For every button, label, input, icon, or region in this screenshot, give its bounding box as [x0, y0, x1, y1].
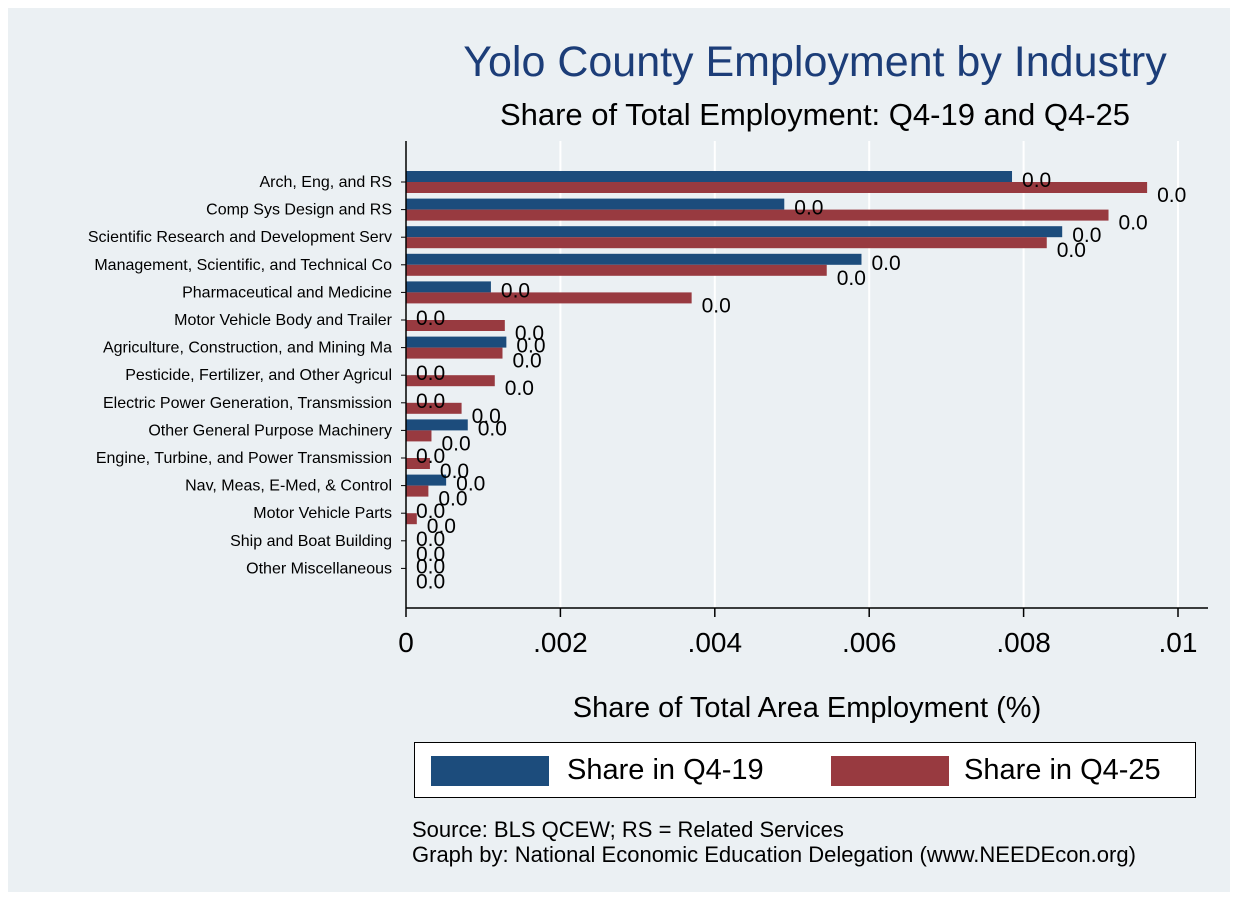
bar-q4-19 — [406, 281, 491, 293]
category-label: Pharmaceutical and Medicine — [182, 284, 392, 301]
value-label-q4-19: 0.0 — [478, 417, 507, 440]
category-label: Other Miscellaneous — [246, 560, 392, 577]
bar-q4-19 — [406, 419, 468, 431]
value-label-q4-25: 0.0 — [837, 267, 866, 290]
legend-swatch-q4-19 — [431, 756, 549, 786]
value-label-q4-25: 0.0 — [702, 294, 731, 317]
category-label: Management, Scientific, and Technical Co — [94, 257, 392, 274]
value-label-q4-19: 0.0 — [794, 197, 823, 220]
bar-q4-25 — [406, 320, 505, 331]
category-label: Scientific Research and Development Serv — [88, 229, 392, 246]
category-label: Comp Sys Design and RS — [206, 202, 392, 219]
value-label-q4-25: 0.0 — [416, 570, 445, 593]
category-label: Engine, Turbine, and Power Transmission — [96, 450, 392, 467]
bar-q4-25 — [406, 292, 692, 304]
bar-q4-25 — [406, 237, 1047, 249]
category-label: Motor Vehicle Parts — [253, 505, 392, 522]
bar-q4-25 — [406, 485, 429, 497]
bar-q4-19 — [406, 171, 1013, 182]
chart-title: Yolo County Employment by Industry — [463, 38, 1167, 86]
category-label: Motor Vehicle Body and Trailer — [174, 312, 393, 329]
value-label-q4-25: 0.0 — [1057, 239, 1086, 262]
bar-q4-19 — [406, 474, 447, 486]
x-tick-label: 0 — [398, 627, 414, 658]
bar-q4-25 — [406, 458, 430, 469]
value-label-q4-25: 0.0 — [427, 515, 456, 538]
x-tick-label: .004 — [688, 627, 743, 658]
bar-q4-19 — [406, 336, 507, 348]
bar-q4-25 — [406, 264, 827, 276]
category-label: Arch, Eng, and RS — [259, 174, 392, 191]
legend-swatch-q4-25 — [831, 756, 949, 786]
value-label-q4-25: 0.0 — [505, 377, 534, 400]
category-label: Ship and Boat Building — [230, 533, 392, 550]
x-tick-label: .002 — [533, 627, 588, 658]
legend: Share in Q4-19 Share in Q4-25 — [414, 742, 1196, 798]
legend-label-q4-25: Share in Q4-25 — [964, 754, 1161, 786]
value-label-q4-19: 0.0 — [416, 500, 445, 523]
bar-q4-25 — [406, 402, 462, 414]
category-label: Agriculture, Construction, and Mining Ma — [103, 340, 392, 357]
bar-q4-25 — [406, 513, 417, 525]
bar-q4-25 — [406, 375, 495, 387]
source-note: Source: BLS QCEW; RS = Related Services — [412, 817, 844, 842]
x-tick-label: .006 — [842, 627, 897, 658]
chart-subtitle: Share of Total Employment: Q4-19 and Q4-… — [499, 97, 1131, 132]
value-label-q4-19: 0.0 — [416, 362, 445, 385]
category-label: Electric Power Generation, Transmission — [103, 395, 392, 412]
value-label-q4-25: 0.0 — [416, 543, 445, 566]
legend-label-q4-19: Share in Q4-19 — [567, 754, 764, 786]
bar-q4-19 — [406, 198, 785, 210]
bar-q4-25 — [406, 209, 1109, 221]
axes: 0 .002 .004 .006 .008 .01 — [398, 141, 1208, 658]
credit-note: Graph by: National Economic Education De… — [412, 842, 1136, 867]
value-label-q4-25: 0.0 — [472, 405, 501, 428]
value-label-q4-19: 0.0 — [1022, 169, 1051, 192]
bar-q4-25 — [406, 430, 432, 442]
bar-q4-25 — [406, 182, 1148, 193]
value-label-q4-25: 0.0 — [1119, 212, 1148, 235]
value-label-q4-19: 0.0 — [501, 279, 530, 302]
value-label-q4-25: 0.0 — [440, 460, 469, 483]
bar-q4-25 — [406, 347, 503, 359]
value-label-q4-25: 0.0 — [441, 432, 470, 455]
category-label: Other General Purpose Machinery — [148, 422, 392, 439]
value-label-q4-19: 0.0 — [416, 307, 445, 330]
value-label-q4-19: 0.0 — [416, 390, 445, 413]
x-axis-label: Share of Total Area Employment (%) — [573, 692, 1042, 724]
value-labels: 0.00.00.00.00.00.00.00.00.00.00.00.00.00… — [416, 169, 1186, 593]
value-label-q4-25: 0.0 — [513, 350, 542, 373]
category-label: Pesticide, Fertilizer, and Other Agricul — [125, 367, 392, 384]
x-tick-label: .01 — [1159, 627, 1198, 658]
value-label-q4-19: 0.0 — [416, 445, 445, 468]
category-labels: Arch, Eng, and RS Comp Sys Design and RS S… — [88, 174, 393, 577]
bar-q4-19 — [406, 226, 1063, 238]
value-label-q4-19: 0.0 — [416, 528, 445, 551]
value-label-q4-25: 0.0 — [515, 322, 544, 345]
value-label-q4-19: 0.0 — [871, 252, 900, 275]
value-label-q4-19: 0.0 — [1072, 224, 1101, 247]
bars — [406, 171, 1148, 525]
value-label-q4-19: 0.0 — [516, 335, 545, 358]
bar-q4-19 — [406, 253, 862, 265]
value-label-q4-25: 0.0 — [438, 488, 467, 511]
value-label-q4-19: 0.0 — [416, 555, 445, 578]
value-label-q4-19: 0.0 — [456, 473, 485, 496]
x-tick-label: .008 — [996, 627, 1051, 658]
value-label-q4-25: 0.0 — [1157, 184, 1186, 207]
category-label: Nav, Meas, E-Med, & Control — [185, 478, 392, 495]
